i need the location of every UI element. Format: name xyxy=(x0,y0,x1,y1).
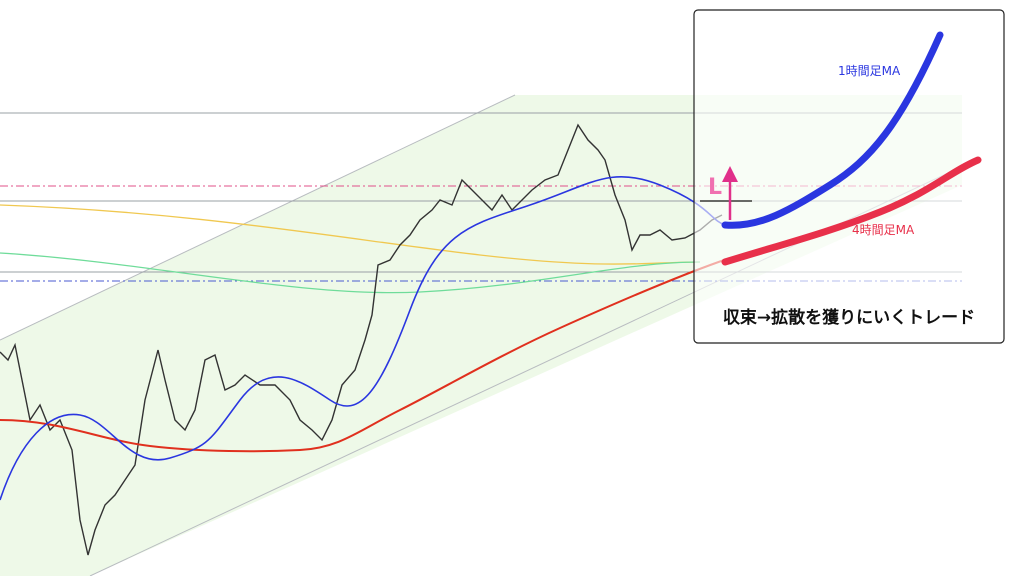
ma-4h-projection xyxy=(721,156,982,266)
price-path xyxy=(0,123,723,556)
channel-upper xyxy=(0,94,516,341)
ma-1h-label: 1時間足MA xyxy=(838,64,901,78)
ma-4h xyxy=(0,257,731,453)
entry-arrow-head xyxy=(722,166,738,182)
ma-green xyxy=(0,252,701,294)
ma-yellow xyxy=(0,204,701,265)
annotation-box xyxy=(693,9,1005,344)
ma-1h xyxy=(0,175,726,501)
entry-label: L xyxy=(708,175,722,200)
ma-4h-label: 4時間足MA xyxy=(852,223,915,237)
ma-1h-projection xyxy=(721,31,944,229)
caption: 収束→拡散を獲りにいくトレード xyxy=(723,307,975,328)
